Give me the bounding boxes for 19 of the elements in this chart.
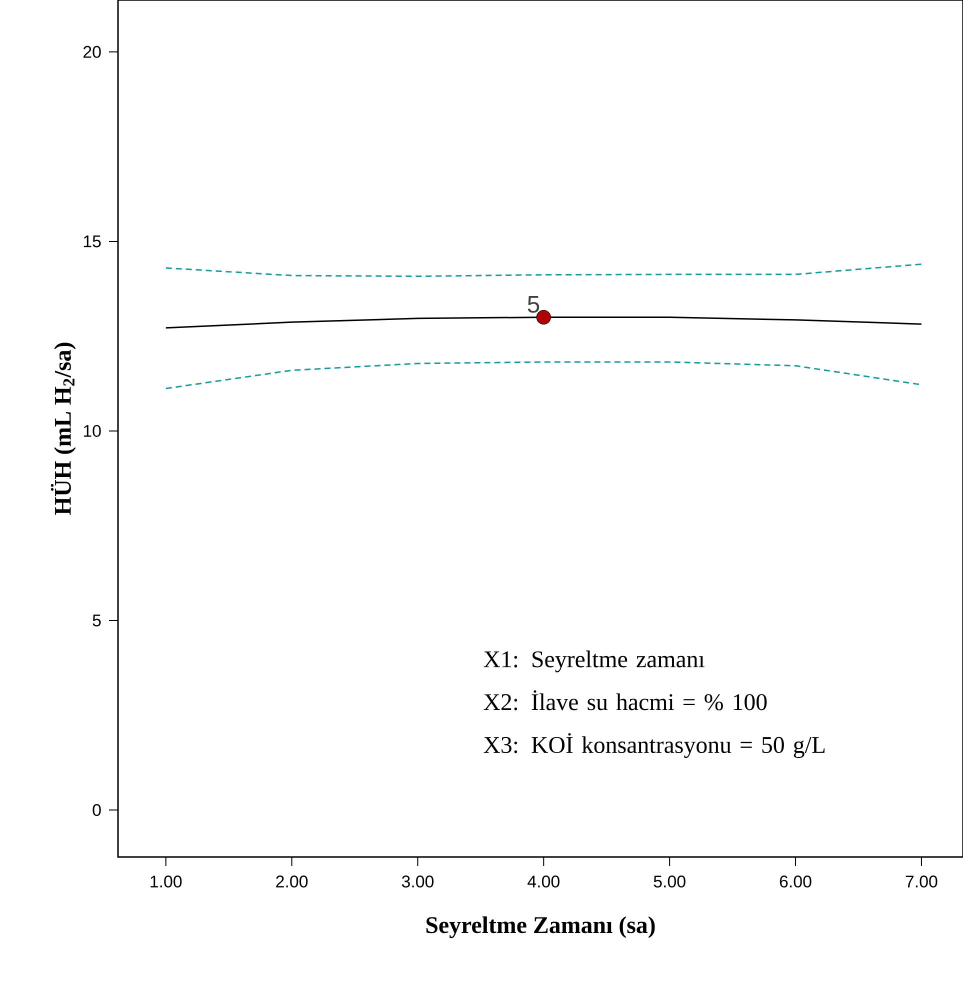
annotation: X3: KOİ konsantrasyonu = 50 g/L xyxy=(484,733,825,758)
x-tick-label: 5.00 xyxy=(654,876,686,888)
line-series xyxy=(165,263,922,278)
y-axis-title: HÜH (mL H$_{2}$/sa) xyxy=(50,342,76,515)
y-tick-label: 20 xyxy=(84,46,101,58)
y-tick-label: 5 xyxy=(92,614,101,626)
annotation: X2: İlave su hacmi = % 100 xyxy=(484,690,767,710)
y-tick-label: 10 xyxy=(84,424,101,437)
x-tick-label: 7.00 xyxy=(906,876,938,888)
x-tick-label: 1.00 xyxy=(150,876,182,888)
x-tick-label: 4.00 xyxy=(528,876,560,888)
x-tick-label: 6.00 xyxy=(780,876,812,888)
y-tick-label: 0 xyxy=(92,804,101,816)
annotation: X1: Seyreltme zamanı xyxy=(484,650,705,672)
y-tick-label: 15 xyxy=(84,236,101,248)
x-tick-label: 2.00 xyxy=(276,876,308,888)
x-tick-label: 3.00 xyxy=(402,876,434,888)
annotation: 5 xyxy=(528,296,540,313)
x-axis-title: Seyreltme Zamanı (sa) xyxy=(426,916,655,938)
